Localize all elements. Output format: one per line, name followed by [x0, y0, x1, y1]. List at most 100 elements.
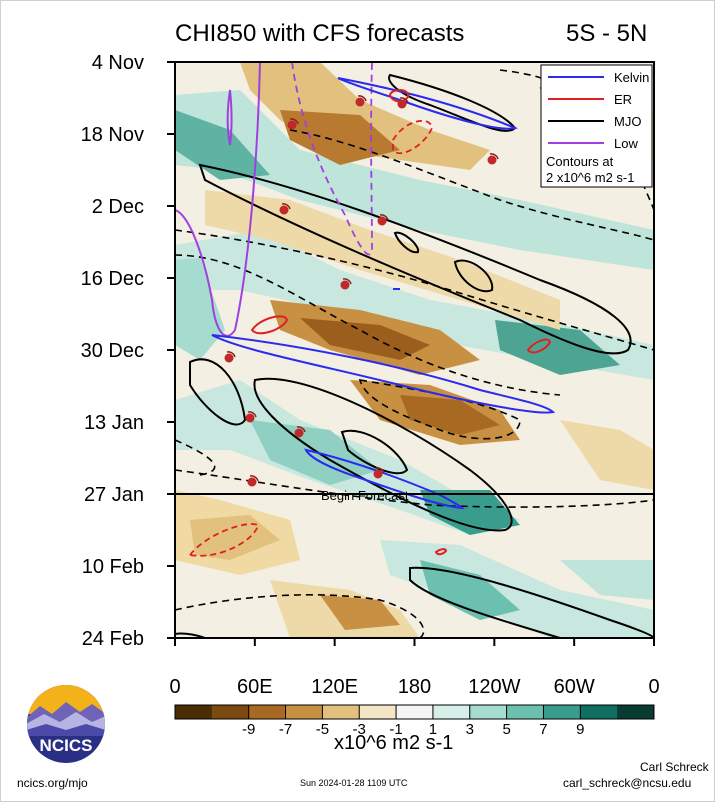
legend-label: ER — [614, 92, 632, 107]
kelvin-contour — [211, 334, 556, 414]
chart-title: CHI850 with CFS forecasts — [175, 20, 465, 47]
legend-label: Kelvin — [614, 70, 649, 85]
x-tick-label: 120E — [311, 676, 358, 698]
footer-timestamp: Sun 2024-01-28 1109 UTC — [300, 778, 408, 788]
er-contour — [434, 548, 448, 556]
x-axis: 0 60E 120E 180 120W 60W 0 — [169, 638, 660, 698]
mjo-contour — [409, 566, 654, 638]
y-tick-label: 18 Nov — [81, 124, 144, 146]
low-contour — [226, 89, 233, 146]
anomaly-field — [175, 62, 654, 638]
cyclone-markers — [224, 95, 499, 487]
footer-url[interactable]: ncics.org/mjo — [17, 776, 88, 790]
kelvin-contour — [304, 448, 465, 510]
colorbar-label: -3 — [353, 721, 366, 738]
legend-label: Low — [614, 136, 638, 151]
cyclone-marker — [397, 97, 409, 109]
colorbar-label: -7 — [279, 721, 292, 738]
mjo-contour — [253, 377, 513, 532]
y-tick-label: 13 Jan — [84, 412, 144, 434]
shade-band — [420, 490, 520, 535]
colorbar-border — [174, 704, 655, 720]
legend-note: Contours at — [546, 154, 614, 169]
cyclone-marker — [373, 467, 385, 479]
footer-author: Carl Schreck — [640, 760, 709, 774]
y-tick-label: 10 Feb — [82, 556, 144, 578]
colorbar-swatch — [432, 705, 471, 719]
colorbar-label: -5 — [316, 721, 329, 738]
mjo-contour — [340, 429, 409, 475]
mjo-contour — [453, 259, 494, 293]
colorbar-label: 9 — [576, 721, 584, 738]
shade-band — [240, 62, 490, 170]
cyclone-marker — [340, 278, 352, 290]
shade-band — [320, 595, 400, 630]
cyclone-marker — [287, 118, 299, 130]
shade-band — [400, 395, 500, 435]
y-tick-label: 24 Feb — [82, 628, 144, 650]
colorbar-swatch — [322, 705, 360, 719]
mjo-dashed-contour — [175, 439, 216, 476]
x-tick-label: 120W — [468, 676, 520, 698]
shade-band — [495, 320, 620, 375]
x-tick-label: 180 — [398, 676, 431, 698]
legend-box — [540, 64, 653, 188]
colorbar-label: -1 — [389, 721, 402, 738]
x-tick-label: 60W — [554, 676, 595, 698]
legend-note: 2 x10^6 m2 s-1 — [546, 170, 634, 185]
y-tick-label: 27 Jan — [84, 484, 144, 506]
colorbar-swatch — [175, 705, 213, 719]
mjo-dashed-contour — [175, 594, 425, 638]
forecast-label: Begin Forecast — [321, 488, 409, 503]
er-contour — [526, 338, 552, 354]
low-contour — [291, 62, 373, 256]
shade-band — [420, 560, 520, 620]
colorbar-label: 1 — [429, 721, 437, 738]
er-contour — [392, 119, 433, 155]
ncics-logo: NCICS — [26, 684, 106, 769]
shade-band — [190, 515, 280, 560]
shade-band — [175, 90, 654, 270]
colorbar-swatch — [285, 705, 323, 719]
footer-email[interactable]: carl_schreck@ncsu.edu — [563, 776, 692, 790]
mjo-contour — [189, 358, 247, 426]
cyclone-marker — [487, 153, 499, 165]
er-contour — [188, 523, 260, 557]
cyclone-marker — [355, 95, 367, 107]
ncics-logo-graphic — [27, 685, 105, 763]
y-tick-label: 30 Dec — [81, 340, 144, 362]
colorbar-swatch — [211, 705, 250, 719]
colorbar-swatch — [506, 705, 544, 719]
colorbar-swatch — [543, 705, 581, 719]
colorbar-unit: x10^6 m2 s-1 — [334, 732, 454, 754]
colorbar-swatch — [469, 705, 508, 719]
cyclone-marker — [294, 426, 306, 438]
mjo-dashed-contour — [175, 229, 654, 351]
shade-band — [175, 110, 270, 180]
mjo-dashed-contour — [289, 129, 654, 241]
x-tick-label: 0 — [169, 676, 180, 698]
y-tick-label: 2 Dec — [92, 196, 144, 218]
colorbar-swatch — [617, 705, 655, 719]
colorbar-label: 7 — [539, 721, 547, 738]
y-tick-label: 16 Dec — [81, 268, 144, 290]
x-tick-label: 0 — [648, 676, 659, 698]
colorbar-label: -9 — [242, 721, 255, 738]
er-contour — [388, 89, 410, 103]
cyclone-marker — [377, 214, 389, 226]
colorbar: -9 -7 -5 -3 -1 1 3 5 7 9 — [174, 704, 655, 738]
shade-band — [560, 560, 654, 600]
cyclone-marker — [224, 351, 236, 363]
cyclone-marker — [245, 411, 257, 423]
cyclone-marker — [279, 203, 291, 215]
colorbar-label: 3 — [466, 721, 474, 738]
er-contour — [250, 315, 289, 335]
mjo-dashed-contour — [175, 469, 654, 508]
low-contour — [175, 62, 261, 337]
ncics-logo-text: NCICS — [39, 736, 93, 755]
shade-band — [280, 110, 400, 165]
colorbar-swatch — [396, 705, 434, 719]
mjo-dashed-contour — [175, 254, 561, 396]
